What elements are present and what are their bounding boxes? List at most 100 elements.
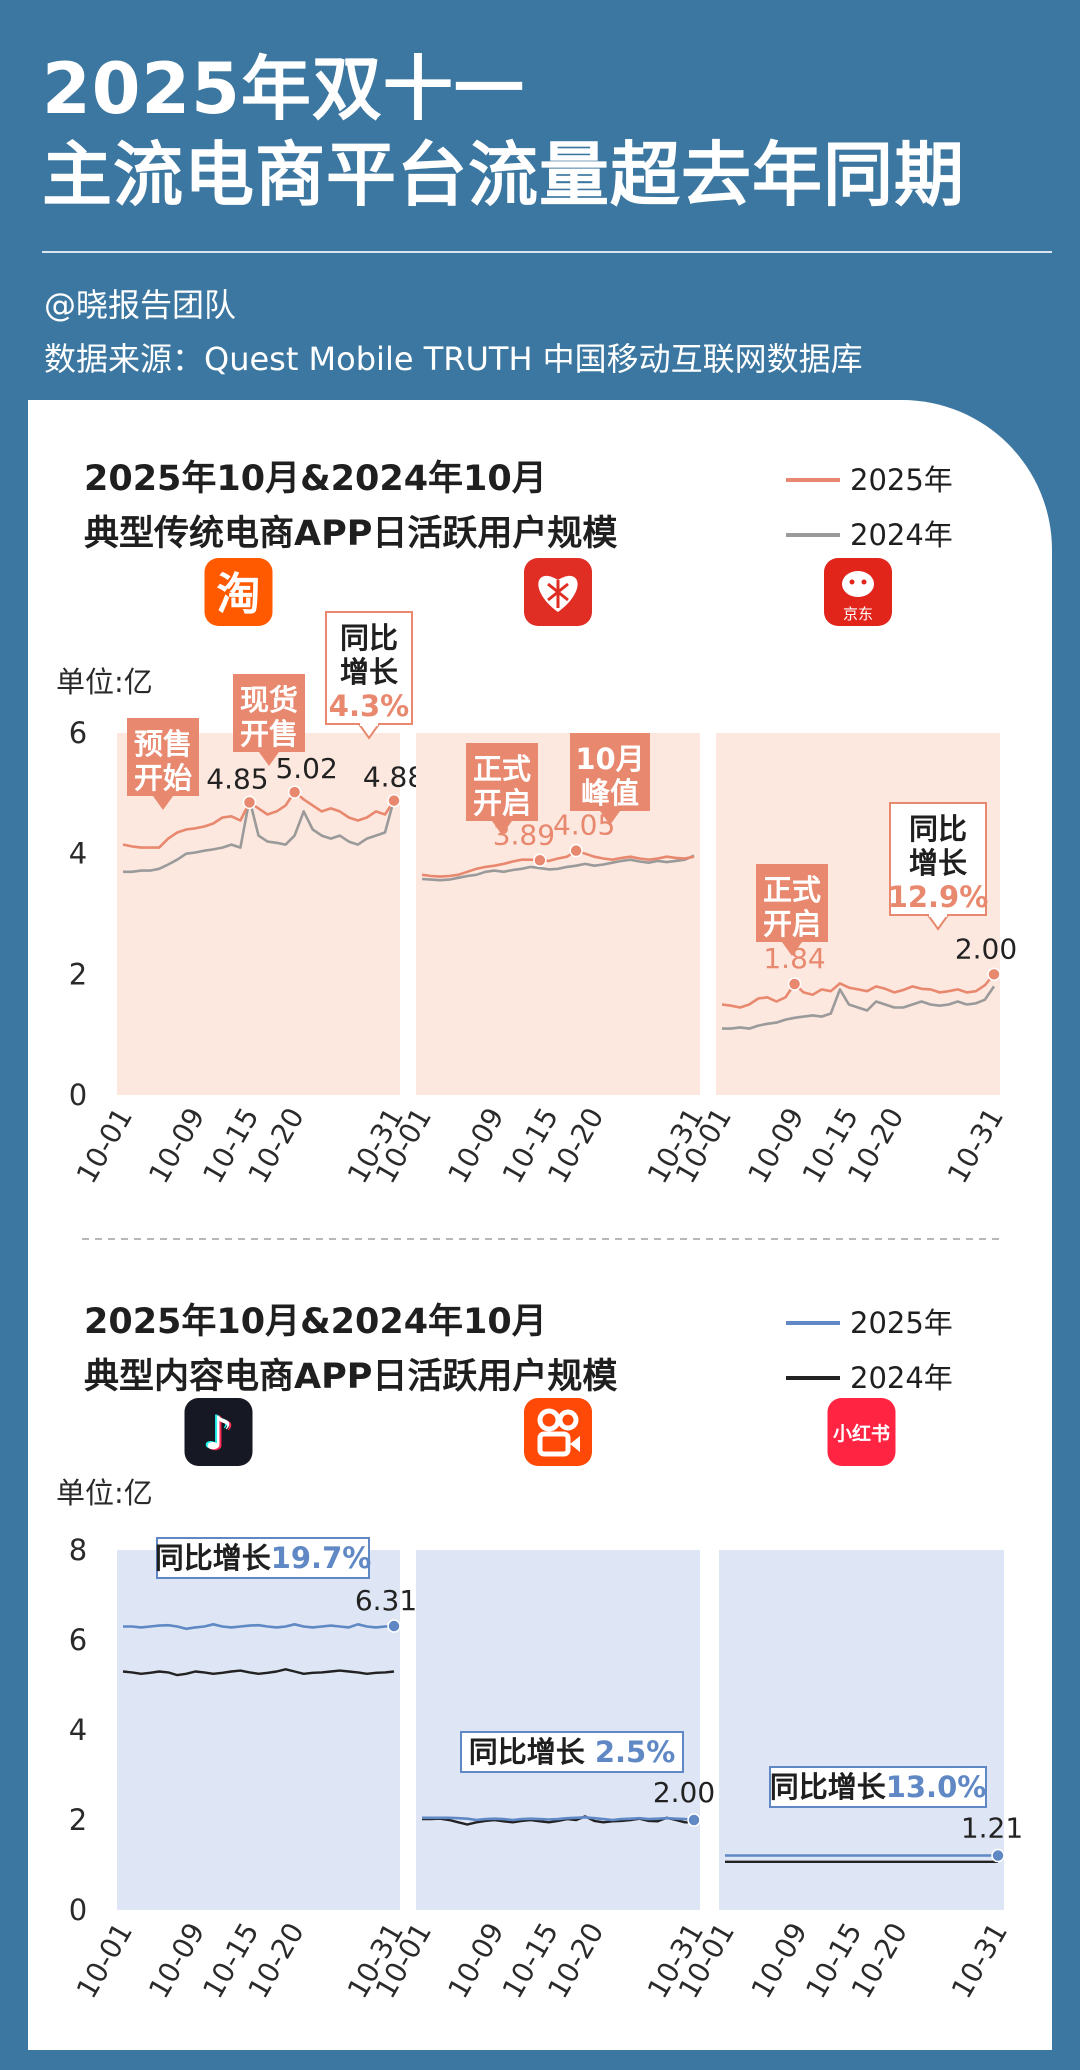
annotation-text: 峰值: [581, 776, 639, 810]
data-point: [687, 1813, 701, 1827]
y-tick-label: 8: [69, 1533, 87, 1567]
series-line-2024: [123, 798, 396, 874]
jd-app-icon: 京东: [824, 558, 892, 626]
annotation-box: [127, 718, 199, 796]
y-tick-label: 6: [69, 1623, 87, 1657]
annotation-text: 正式: [473, 752, 531, 786]
icon-glyph: ♪: [204, 1406, 233, 1460]
y-tick-label: 0: [69, 1078, 87, 1112]
data-point: [287, 785, 302, 799]
y-tick-label: 0: [69, 1893, 87, 1927]
chart-1: 2025年10月&2024年10月典型传统电商APP日活跃用户规模2025年20…: [56, 459, 1017, 1189]
series-line-2024: [421, 854, 695, 882]
chart-title-line-1: 2025年10月&2024年10月: [84, 1302, 547, 1342]
icon-glyph: 淘: [217, 569, 261, 620]
y-tick-label: 6: [69, 716, 87, 750]
annotation-pointer-mask: [929, 913, 947, 917]
series-line-2024: [122, 1668, 395, 1677]
annotation-pointer: [492, 821, 512, 835]
title-line-2: 主流电商平台流量超去年同期: [42, 134, 965, 216]
data-label: 5.02: [275, 752, 337, 785]
data-source: 数据来源：Quest Mobile TRUTH 中国移动互联网数据库: [44, 340, 863, 378]
annotation-text: 同比增长 2.5%: [469, 1735, 676, 1769]
panel-background: [719, 1550, 1004, 1910]
annotation-text: 开始: [134, 761, 192, 795]
icon-tile: [204, 558, 273, 626]
annotation-pointer: [153, 796, 173, 810]
annotation-pointer: [927, 914, 949, 931]
annotation-box: [460, 1731, 684, 1773]
annotation-value: 13.0%: [886, 1770, 987, 1804]
annotation-text: 开售: [240, 717, 298, 751]
annotation-value: 2.5%: [595, 1735, 675, 1769]
icon-glyph: 京东: [843, 605, 873, 623]
kuaishou-app-icon: [524, 1398, 592, 1466]
data-point: [242, 795, 257, 810]
series-line-2025: [123, 1623, 395, 1631]
series-line-2024: [722, 985, 996, 1030]
y-tick-label: 2: [69, 957, 87, 991]
pinduoduo-app-icon: [524, 558, 592, 626]
data-label: 4.85: [206, 762, 268, 795]
annotation-box: [889, 802, 987, 916]
annotation-pointer: [358, 723, 380, 740]
annotation-label: 同比增长: [469, 1735, 595, 1769]
dog-head-icon: [842, 571, 874, 597]
icon-glyph-shadow: ♪: [202, 1405, 231, 1459]
unit-label: 单位:亿: [56, 665, 153, 699]
title-line-1: 2025年双十一: [42, 48, 525, 130]
data-point: [533, 853, 547, 868]
annotation-text: 开启: [763, 907, 821, 941]
annotation-box: [233, 674, 305, 752]
data-label: 6.31: [355, 1584, 417, 1617]
annotation-text: 预售: [134, 727, 192, 761]
panel-background: [416, 1550, 700, 1910]
data-point: [991, 1848, 1005, 1863]
annotation-text: 正式: [763, 873, 821, 907]
annotation-value: 19.7%: [271, 1541, 372, 1575]
icon-glyph-shadow: ♪: [206, 1407, 235, 1461]
legend-label-2025: 2025年: [850, 463, 953, 497]
unit-label: 单位:亿: [56, 1476, 153, 1510]
legend-label-2024: 2024年: [850, 518, 953, 552]
annotation-text: 增长: [909, 846, 968, 880]
data-point: [569, 843, 583, 858]
y-tick-label: 4: [69, 1713, 87, 1747]
panel-background: [117, 1550, 400, 1910]
annotation-box: [466, 743, 538, 821]
annotation-label: 同比增长: [770, 1770, 887, 1804]
camera-lens-play: [570, 1436, 580, 1452]
chart-title-line-2: 典型传统电商APP日活跃用户规模: [84, 514, 617, 554]
annotation-text: 同比增长13.0%: [770, 1770, 987, 1804]
data-label: 1.21: [961, 1812, 1023, 1845]
chart-2: 2025年10月&2024年10月典型内容电商APP日活跃用户规模2025年20…: [56, 1302, 1023, 2004]
data-point: [987, 967, 1001, 982]
series-line-2025: [422, 1816, 695, 1822]
y-tick-label: 4: [69, 837, 87, 871]
annotation-box: [756, 864, 828, 942]
annotation-pointer: [600, 811, 620, 825]
legend-label-2024: 2024年: [850, 1361, 953, 1395]
series-line-2024: [422, 1815, 694, 1826]
annotation-text: 同比: [340, 621, 398, 655]
legend-label-2025: 2025年: [850, 1306, 953, 1340]
x-tick-label: 10-31: [945, 1917, 1014, 2004]
y-tick-label: 2: [69, 1803, 87, 1837]
annotation-pointer: [782, 942, 802, 956]
annotation-pointer-mask: [360, 722, 378, 726]
page-title: 2025年双十一 主流电商平台流量超去年同期: [42, 46, 965, 218]
data-label: 2.00: [653, 1776, 715, 1809]
x-tick-label: 10-01: [70, 1917, 139, 2004]
x-tick-label: 10-01: [70, 1102, 139, 1189]
chart-title-line-1: 2025年10月&2024年10月: [84, 459, 547, 499]
annotation-box: [325, 611, 413, 725]
annotation-text: 现货: [240, 683, 298, 717]
series-line-2025: [122, 790, 396, 849]
chart-title-line-2: 典型内容电商APP日活跃用户规模: [84, 1357, 617, 1397]
annotation-text: 增长: [340, 655, 399, 689]
